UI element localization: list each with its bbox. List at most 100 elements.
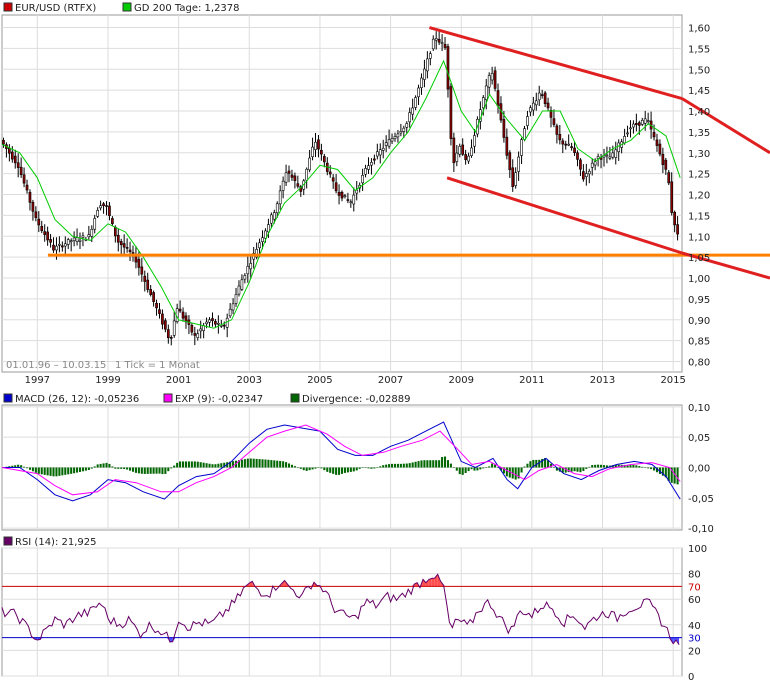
candle-body <box>290 174 294 178</box>
divergence-bar <box>588 466 591 468</box>
candle-body <box>275 203 279 214</box>
divergence-bar <box>76 467 79 473</box>
channel-upper-line <box>429 26 683 100</box>
candle-body <box>196 333 200 338</box>
candle-body <box>217 322 220 325</box>
divergence-bar <box>432 460 435 468</box>
candle-body <box>558 134 562 141</box>
divergence-bar <box>520 467 523 473</box>
candle-body <box>611 152 615 158</box>
divergence-bar <box>535 459 538 468</box>
candle-body <box>22 174 26 184</box>
rsi-y-tick-label: 30 <box>688 634 701 645</box>
candle-body <box>43 231 47 235</box>
rsi-overbought-fill <box>425 579 429 587</box>
candle-body <box>278 190 282 205</box>
price-y-tick-label: 0,80 <box>688 358 710 369</box>
candle-body <box>72 237 76 241</box>
candle-body <box>378 149 382 156</box>
candle-body <box>199 328 203 332</box>
divergence-bar <box>305 467 308 471</box>
channel-lower-extension <box>681 251 770 280</box>
divergence-bar <box>399 463 402 468</box>
candle-body <box>446 46 450 90</box>
divergence-bar <box>470 467 473 470</box>
divergence-bar <box>420 460 423 468</box>
divergence-bar <box>126 467 129 470</box>
candle-body <box>13 155 17 164</box>
candle-body <box>281 180 285 191</box>
divergence-bar <box>367 467 370 469</box>
candle-body <box>284 172 288 183</box>
divergence-bar <box>155 467 158 474</box>
divergence-bar <box>641 466 644 468</box>
divergence-bar <box>605 465 608 468</box>
divergence-bar <box>296 467 299 468</box>
candle-body <box>219 324 223 327</box>
candle-body <box>532 102 535 111</box>
divergence-bar <box>393 463 397 468</box>
divergence-bar <box>134 467 137 473</box>
candle-body <box>387 139 391 147</box>
divergence-bar <box>573 467 576 472</box>
price-y-tick-label: 1,30 <box>688 149 710 160</box>
candle-body <box>546 102 550 109</box>
candle-body <box>314 141 317 150</box>
rsi-y-tick-label: 20 <box>688 646 701 657</box>
divergence-bar <box>114 467 117 469</box>
divergence-bar <box>373 467 376 469</box>
divergence-bar <box>81 467 84 472</box>
divergence-bar <box>20 465 23 468</box>
divergence-bar <box>293 466 296 468</box>
price-grid <box>2 15 682 372</box>
divergence-bar <box>93 466 96 468</box>
divergence-bar <box>594 464 597 468</box>
legend-swatch-eurusd <box>3 2 13 12</box>
tick-note: 1 Tick = 1 Monat <box>115 360 200 371</box>
candle-body <box>78 239 82 242</box>
candle-body <box>470 147 473 156</box>
candle-body <box>570 146 573 149</box>
divergence-bar <box>443 456 447 468</box>
candle-body <box>390 138 394 142</box>
divergence-bar <box>23 466 26 468</box>
rsi-overbought-fill <box>431 578 435 587</box>
divergence-bar <box>614 464 617 468</box>
candle-body <box>99 205 102 209</box>
rsi-y-tick-label: 100 <box>688 544 707 555</box>
candle-body <box>178 308 182 312</box>
candle-body <box>487 75 491 88</box>
divergence-bar <box>43 467 46 475</box>
candle-body <box>517 156 520 172</box>
divergence-bar <box>600 464 603 468</box>
divergence-bar <box>349 467 352 472</box>
price-y-tick-label: 1,50 <box>688 65 710 76</box>
candle-body <box>355 189 359 194</box>
candle-body <box>405 123 409 128</box>
candle-body <box>373 158 376 161</box>
candle-body <box>555 125 559 135</box>
divergence-bar <box>149 467 152 474</box>
legend-swatch-macd <box>3 393 13 403</box>
candle-body <box>66 239 70 245</box>
candle-body <box>125 247 129 249</box>
candle-body <box>90 228 94 237</box>
divergence-bar <box>517 467 520 479</box>
divergence-bar <box>570 467 573 472</box>
candle-body <box>31 201 35 212</box>
divergence-bar <box>182 461 185 468</box>
divergence-bar <box>335 467 338 475</box>
divergence-bar <box>355 467 358 471</box>
divergence-bar <box>626 464 629 468</box>
price-x-tick-label: 2003 <box>237 375 262 386</box>
price-x-tick-label: 2007 <box>378 375 403 386</box>
divergence-bar <box>541 458 544 468</box>
divergence-bar <box>505 467 508 477</box>
candle-body <box>576 152 579 160</box>
divergence-bar <box>438 460 441 468</box>
divergence-bar <box>352 467 355 472</box>
candle-body <box>343 195 347 197</box>
candle-body <box>484 85 488 100</box>
candle-body <box>181 311 185 319</box>
divergence-bar <box>458 467 461 475</box>
